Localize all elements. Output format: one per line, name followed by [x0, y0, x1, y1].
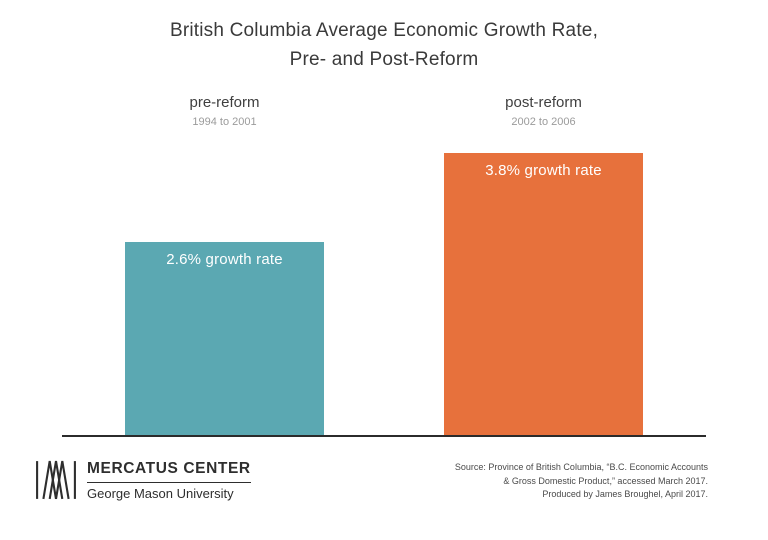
chart-title-line1: British Columbia Average Economic Growth…: [169, 20, 599, 41]
pre-reform-bar-label: 2.6% growth rate: [166, 251, 283, 268]
pre-reform-column: pre-reform 1994 to 2001 2.6% growth rate: [125, 94, 324, 435]
bar-chart: pre-reform 1994 to 2001 2.6% growth rate…: [62, 94, 706, 437]
pre-reform-header: pre-reform 1994 to 2001: [125, 94, 324, 128]
chart-title: British Columbia Average Economic Growth…: [0, 16, 768, 74]
source-note: Source: Province of British Columbia, “B…: [455, 459, 708, 502]
chart-area: pre-reform 1994 to 2001 2.6% growth rate…: [62, 94, 706, 437]
pre-reform-bar: 2.6% growth rate: [125, 242, 324, 435]
footer: MERCATUS CENTER George Mason University …: [0, 459, 768, 502]
mercatus-logo-icon: [36, 460, 76, 500]
pre-reform-label: pre-reform: [189, 94, 260, 111]
post-reform-bar: 3.8% growth rate: [444, 153, 643, 435]
brand-text: MERCATUS CENTER George Mason University: [87, 460, 251, 501]
source-line-1: Source: Province of British Columbia, “B…: [454, 462, 708, 472]
source-line-3: Produced by James Broughel, April 2017.: [542, 489, 708, 499]
post-reform-label: post-reform: [505, 94, 582, 111]
brand-divider: [87, 481, 251, 483]
source-line-2: & Gross Domestic Product,” accessed Marc…: [503, 475, 708, 486]
post-reform-bar-label: 3.8% growth rate: [485, 162, 602, 179]
chart-title-line2: Pre- and Post-Reform: [289, 49, 479, 70]
post-reform-header: post-reform 2002 to 2006: [444, 94, 643, 128]
pre-reform-years: 1994 to 2001: [192, 116, 257, 128]
brand-subtitle: George Mason University: [87, 485, 234, 501]
brand-title: MERCATUS CENTER: [87, 459, 251, 477]
post-reform-years: 2002 to 2006: [511, 116, 576, 128]
post-reform-column: post-reform 2002 to 2006 3.8% growth rat…: [444, 94, 643, 435]
mercatus-brand: MERCATUS CENTER George Mason University: [35, 459, 251, 501]
